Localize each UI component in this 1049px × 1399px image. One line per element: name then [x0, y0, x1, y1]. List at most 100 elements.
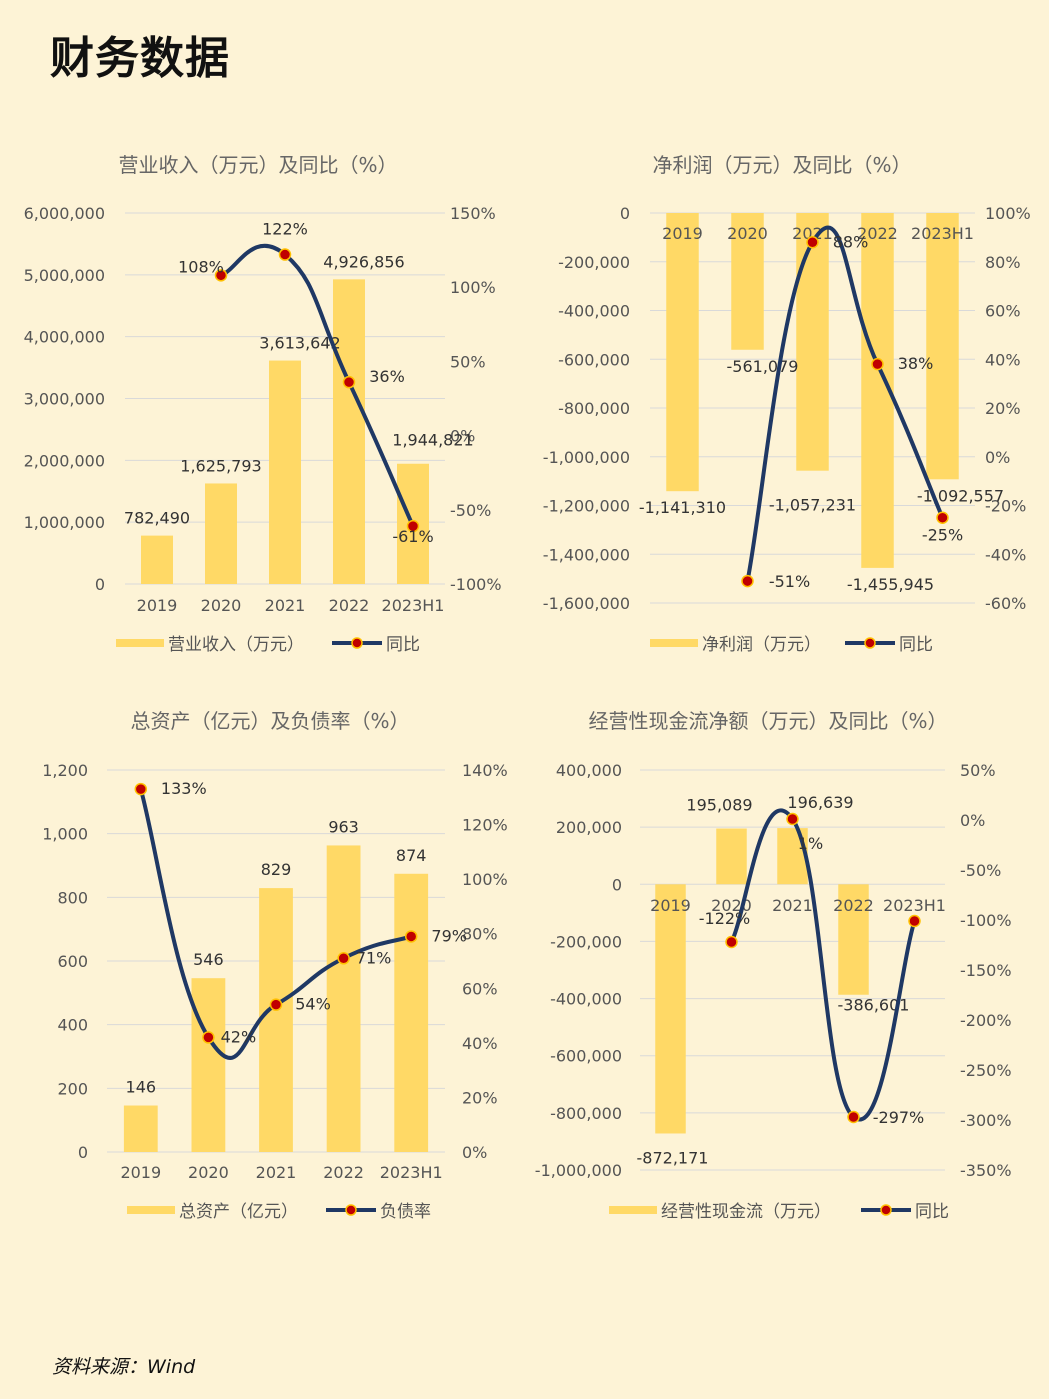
bar — [123, 1105, 158, 1152]
right-axis-tick: -300% — [960, 1111, 1012, 1130]
right-axis-tick: -40% — [985, 545, 1026, 564]
line-point — [134, 782, 148, 796]
line-value-label: 108% — [178, 257, 224, 276]
bar-value-label: 782,490 — [124, 509, 190, 528]
source-note: 资料来源：Wind — [52, 1356, 196, 1378]
series-line — [219, 243, 415, 529]
legend-bar-label: 总资产（亿元） — [179, 1202, 298, 1222]
bar — [141, 535, 173, 584]
left-axis-tick: -400,000 — [558, 302, 630, 321]
category-label: 2022 — [323, 1163, 364, 1182]
right-axis-tick: 150% — [450, 204, 496, 223]
left-axis-tick: 0 — [95, 575, 105, 594]
left-axis-tick: 200 — [57, 1079, 88, 1098]
line-value-label: 79% — [431, 926, 467, 945]
category-label: 2022 — [857, 224, 898, 243]
right-axis-tick: -200% — [960, 1011, 1012, 1030]
left-axis-tick: -1,000,000 — [543, 448, 630, 467]
line-point — [871, 357, 884, 371]
right-axis-tick: 0% — [450, 427, 475, 446]
legend-line-label: 同比 — [915, 1202, 949, 1222]
left-axis-tick: -800,000 — [550, 1104, 622, 1123]
right-axis-tick: -250% — [960, 1061, 1012, 1080]
left-axis-tick: -1,400,000 — [543, 545, 630, 564]
bar-value-label: 3,613,642 — [259, 334, 340, 353]
line-value-label: 1% — [798, 834, 823, 853]
line-value-label: 122% — [262, 220, 308, 239]
line-value-label: -61% — [392, 527, 433, 546]
right-axis-tick: 60% — [462, 979, 498, 998]
right-axis-tick: 40% — [985, 350, 1021, 369]
left-axis-tick: 600 — [57, 952, 88, 971]
right-axis-tick: -150% — [960, 961, 1012, 980]
left-axis-tick: 2,000,000 — [24, 451, 105, 470]
bar-value-label: 1,625,793 — [180, 456, 261, 475]
right-axis-tick: 100% — [985, 204, 1031, 223]
left-axis-tick: 400,000 — [556, 761, 622, 780]
line-point — [342, 375, 356, 389]
line-point — [269, 998, 283, 1011]
right-axis-tick: 20% — [462, 1088, 498, 1107]
right-axis-tick: -50% — [450, 501, 491, 520]
bar — [326, 845, 361, 1152]
category-label: 2022 — [329, 596, 370, 615]
bar-value-label: -386,601 — [838, 996, 910, 1015]
left-axis-tick: -400,000 — [550, 990, 622, 1009]
bar-value-label: 195,089 — [686, 796, 752, 815]
line-value-label: -122% — [699, 909, 751, 928]
legend-line-label: 负债率 — [380, 1202, 431, 1222]
line-point — [936, 511, 949, 524]
category-label: 2023H1 — [380, 1163, 443, 1182]
left-axis-tick: 800 — [57, 888, 88, 907]
legend-line-label: 同比 — [386, 635, 420, 655]
right-axis-tick: 80% — [462, 925, 498, 944]
chart-title: 经营性现金流净额（万元）及同比（%） — [588, 709, 947, 733]
left-axis-tick: 0 — [612, 875, 622, 894]
bar — [666, 213, 699, 492]
bar-value-label: 1,944,821 — [392, 431, 473, 450]
right-axis-tick: 50% — [450, 352, 486, 371]
line-value-label: -51% — [769, 572, 810, 591]
left-axis-tick: -600,000 — [558, 350, 630, 369]
right-axis-tick: 120% — [462, 816, 508, 835]
right-axis-tick: 20% — [985, 399, 1021, 418]
category-label: 2022 — [833, 896, 874, 915]
bar-value-label: 4,926,856 — [323, 252, 404, 271]
legend-marker — [351, 637, 363, 649]
bar-value-label: -872,171 — [637, 1148, 709, 1167]
line-value-label: -297% — [873, 1108, 925, 1127]
right-axis-tick: 0% — [462, 1143, 487, 1162]
line-value-label: 133% — [161, 779, 207, 798]
line-value-label: 88% — [833, 232, 869, 251]
legend-bar-swatch — [609, 1206, 657, 1214]
bar-value-label: 546 — [193, 950, 224, 969]
line-point — [406, 519, 420, 533]
category-label: 2019 — [120, 1163, 161, 1182]
right-axis-tick: 80% — [985, 253, 1021, 272]
right-axis-tick: 140% — [462, 761, 508, 780]
legend-bar-label: 经营性现金流（万元） — [661, 1202, 831, 1222]
bar-value-label: -1,455,945 — [847, 575, 934, 594]
bar — [394, 873, 429, 1152]
line-value-label: -25% — [922, 526, 963, 545]
legend-marker — [864, 637, 876, 649]
bar-value-label: -1,092,557 — [917, 486, 1004, 505]
line-point — [278, 248, 292, 261]
left-axis-tick: 4,000,000 — [24, 328, 105, 347]
left-axis-tick: 0 — [78, 1143, 88, 1162]
right-axis-tick: 0% — [960, 811, 985, 830]
chart-title: 总资产（亿元）及负债率（%） — [130, 709, 409, 733]
left-axis-tick: -600,000 — [550, 1047, 622, 1066]
bar-value-label: 963 — [328, 817, 359, 836]
right-axis-tick: -50% — [960, 861, 1001, 880]
bar-value-label: 196,639 — [787, 793, 853, 812]
left-axis-tick: 6,000,000 — [24, 204, 105, 223]
line-point — [404, 930, 418, 943]
category-label: 2023H1 — [382, 596, 445, 615]
category-label: 2023H1 — [883, 896, 946, 915]
left-axis-tick: 1,000,000 — [24, 513, 105, 532]
category-label: 2019 — [662, 224, 703, 243]
